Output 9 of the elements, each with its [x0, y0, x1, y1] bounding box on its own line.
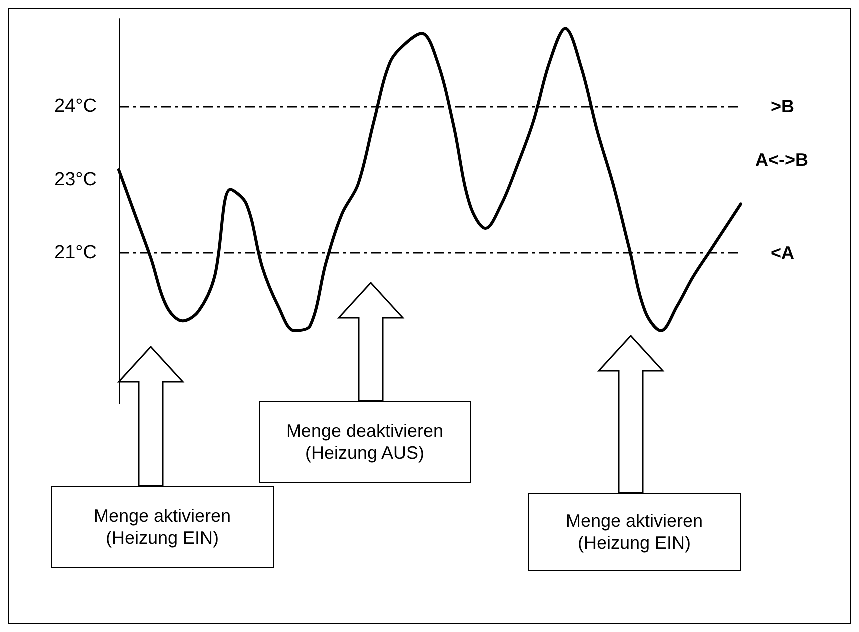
ref-line-label: >B: [771, 96, 795, 117]
y-tick-label: 23°C: [54, 169, 97, 190]
text: Menge aktivieren (Heizung EIN): [528, 493, 741, 571]
text: Menge aktivieren (Heizung EIN): [51, 486, 274, 568]
y-tick-label: 21°C: [54, 242, 97, 264]
y-tick-label: 24°C: [54, 96, 97, 118]
text: A<->B: [755, 150, 809, 170]
ref-line-label: <A: [771, 242, 795, 263]
text: Menge deaktivieren (Heizung AUS): [259, 401, 471, 483]
